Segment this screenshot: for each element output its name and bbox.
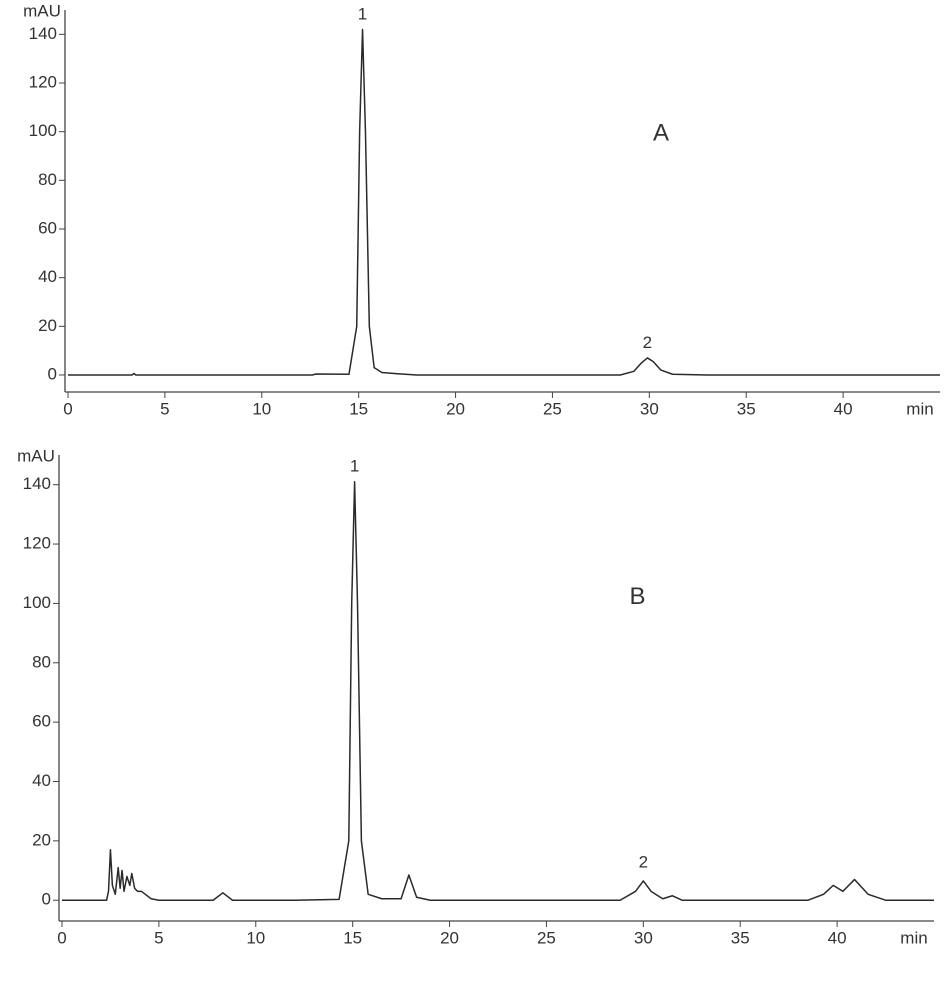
x-axis-label: min: [906, 399, 933, 418]
x-tick-label: 30: [634, 928, 653, 947]
annotation: 1: [350, 456, 359, 475]
y-tick-label: 100: [23, 593, 51, 612]
x-tick-label: 25: [537, 928, 556, 947]
y-tick-label: 120: [23, 534, 51, 553]
y-tick-label: 140: [29, 24, 57, 43]
x-tick-label: 5: [154, 928, 163, 947]
x-tick-label: 15: [343, 928, 362, 947]
y-tick-label: 40: [38, 267, 57, 286]
y-tick-label: 20: [38, 316, 57, 335]
annotation: A: [653, 119, 669, 146]
y-tick-label: 80: [38, 170, 57, 189]
annotation: 2: [643, 333, 652, 352]
x-tick-label: 20: [446, 399, 465, 418]
trace: [68, 28, 940, 376]
x-tick-label: 0: [63, 399, 72, 418]
x-tick-label: 0: [57, 928, 66, 947]
y-tick-label: 60: [32, 712, 51, 731]
annotation: 1: [358, 4, 367, 23]
y-tick-label: 60: [38, 218, 57, 237]
annotation: B: [630, 583, 646, 610]
y-tick-label: 0: [42, 890, 51, 909]
x-tick-label: 20: [440, 928, 459, 947]
y-tick-label: 120: [29, 72, 57, 91]
x-tick-label: 10: [252, 399, 271, 418]
y-tick-label: 140: [23, 474, 51, 493]
x-tick-label: 5: [160, 399, 169, 418]
y-tick-label: 0: [48, 364, 57, 383]
x-tick-label: 40: [828, 928, 847, 947]
y-tick-label: 80: [32, 652, 51, 671]
x-tick-label: 35: [731, 928, 750, 947]
y-tick-label: 100: [29, 121, 57, 140]
x-tick-label: 30: [640, 399, 659, 418]
x-tick-label: 25: [543, 399, 562, 418]
trace: [62, 480, 934, 901]
x-tick-label: 40: [834, 399, 853, 418]
x-tick-label: 10: [246, 928, 265, 947]
y-tick-label: 20: [32, 830, 51, 849]
x-axis-label: min: [900, 928, 927, 947]
x-tick-label: 35: [737, 399, 756, 418]
y-axis-label: mAU: [17, 446, 55, 465]
annotation: 2: [639, 853, 648, 872]
y-tick-label: 40: [32, 771, 51, 790]
y-axis-label: mAU: [23, 1, 61, 20]
x-tick-label: 15: [349, 399, 368, 418]
